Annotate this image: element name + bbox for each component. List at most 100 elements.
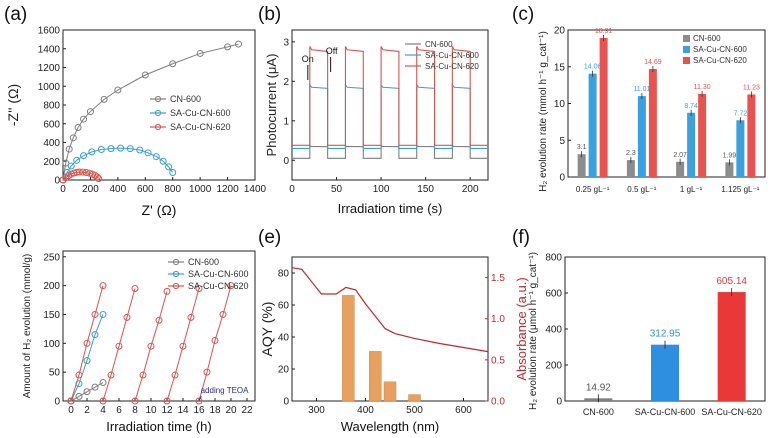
- data-label: 8.74: [684, 103, 698, 110]
- data-point: [75, 392, 83, 400]
- axes-frame: [291, 256, 489, 402]
- y-axis-label: -Z'' (Ω): [5, 84, 21, 126]
- legend-marker: [172, 282, 180, 290]
- x-tick-label: 100: [373, 184, 390, 195]
- x-tick-label: 0: [289, 184, 295, 195]
- y-tick-label: 600: [545, 289, 562, 300]
- x-tick-label: 0: [68, 405, 74, 416]
- bar-1: [637, 96, 646, 177]
- y-tick-label: 400: [43, 138, 60, 149]
- data-label: 11.01: [633, 86, 650, 93]
- data-point: [93, 173, 101, 181]
- y-tick-label: 2: [283, 77, 289, 88]
- annotation-off: Off: [326, 46, 338, 56]
- data-point: [95, 175, 103, 183]
- bar-2: [747, 94, 756, 177]
- y-right-axis-label: Absorbance (a.u.): [514, 277, 529, 380]
- data-point: [107, 371, 115, 379]
- y-axis-label: Photocurrent (μA): [264, 54, 279, 157]
- legend-swatch: [683, 35, 690, 42]
- bar-2: [648, 69, 657, 177]
- data-point: [123, 313, 131, 321]
- data-point: [83, 357, 91, 365]
- y-tick-label: 150: [43, 310, 60, 321]
- legend-label: CN-600: [188, 257, 219, 267]
- x-tick-label: 50: [331, 184, 343, 195]
- bar: [342, 295, 355, 402]
- data-point: [187, 313, 195, 321]
- data-label: 2.3: [626, 150, 636, 157]
- x-tick-label: 2: [84, 405, 90, 416]
- x-tick-label: 800: [164, 184, 181, 195]
- x-axis-label: Irradiation time (s): [338, 201, 443, 216]
- x-tick-label: 600: [137, 184, 154, 195]
- y-tick-label: 200: [43, 281, 60, 292]
- panel-label: (f): [512, 227, 530, 248]
- y-tick-label: 0: [283, 397, 289, 408]
- data-label: 1.99: [723, 152, 737, 159]
- legend-label: CN-600: [693, 34, 721, 43]
- y-axis-label: AQY (%): [259, 302, 275, 357]
- panel-c: 0 5 10 15 20 0.25 gL⁻¹ 3.1 14.06 18.91 0.5 gL⁻¹ 2.…: [512, 4, 766, 194]
- y-tick-label: 0: [556, 397, 562, 408]
- legend-label: SA-Cu-CN-620: [170, 122, 231, 132]
- legend-label: SA-Cu-CN-620: [425, 62, 479, 71]
- data-point: [117, 144, 125, 152]
- data-point: [219, 310, 227, 318]
- bar-2: [599, 38, 608, 177]
- annotation-teoa: adding TEOA: [201, 386, 250, 395]
- category-label: 1 gL⁻¹: [680, 185, 703, 194]
- bar-1: [687, 112, 696, 177]
- data-point: [75, 168, 83, 176]
- legend-label: SA-Cu-CN-600: [170, 108, 231, 118]
- data-point: [169, 169, 177, 176]
- category-label: 0.5 gL⁻¹: [627, 185, 656, 194]
- series-line-2: [292, 46, 488, 146]
- x-tick-label: 400: [110, 184, 127, 195]
- axes-frame: [62, 250, 256, 402]
- data-label: 14.06: [584, 64, 602, 71]
- data-point: [99, 379, 107, 387]
- x-tick-label: 150: [417, 184, 434, 195]
- data-point: [79, 168, 87, 176]
- data-label: 2.07: [673, 152, 687, 159]
- bar-0: [626, 160, 635, 177]
- data-point: [83, 388, 91, 396]
- y-tick-label: 20: [554, 26, 566, 37]
- legend-label: SA-Cu-CN-620: [693, 56, 747, 65]
- data-label: 14.69: [644, 59, 662, 66]
- x-axis-label: Z' (Ω): [142, 202, 177, 218]
- bar-0: [577, 154, 586, 177]
- data-point: [131, 285, 139, 292]
- legend-label: SA-Cu-CN-600: [425, 51, 479, 60]
- data-point: [67, 162, 75, 170]
- bar-0: [676, 161, 685, 177]
- data-point: [169, 60, 177, 68]
- y-tick-label: 80: [278, 269, 290, 280]
- data-point: [82, 169, 90, 176]
- panel-label: (c): [512, 4, 534, 25]
- x-axis-label: Irradiation time (h): [106, 419, 211, 434]
- y-right-tick-label: 0.5: [491, 355, 505, 366]
- y-right-tick-label: 1.5: [491, 273, 505, 284]
- x-tick-label: 16: [193, 405, 205, 416]
- legend-label: CN-600: [425, 40, 453, 49]
- data-point: [155, 316, 163, 324]
- data-point: [141, 71, 149, 79]
- y-tick-label: 0: [54, 176, 60, 187]
- data-point: [63, 169, 71, 176]
- legend-label: SA-Cu-CN-620: [188, 281, 249, 291]
- data-point: [126, 145, 134, 153]
- legend-swatch: [683, 46, 690, 53]
- data-point: [67, 397, 75, 405]
- bar: [369, 351, 382, 402]
- data-point: [144, 149, 152, 157]
- y-tick-label: 20: [278, 365, 290, 376]
- data-label: 7.72: [734, 110, 748, 117]
- x-tick-label: 18: [209, 405, 221, 416]
- x-tick-label: 500: [406, 405, 423, 416]
- data-point: [91, 310, 99, 318]
- data-point: [114, 86, 122, 94]
- y-tick-label: 250: [43, 252, 60, 263]
